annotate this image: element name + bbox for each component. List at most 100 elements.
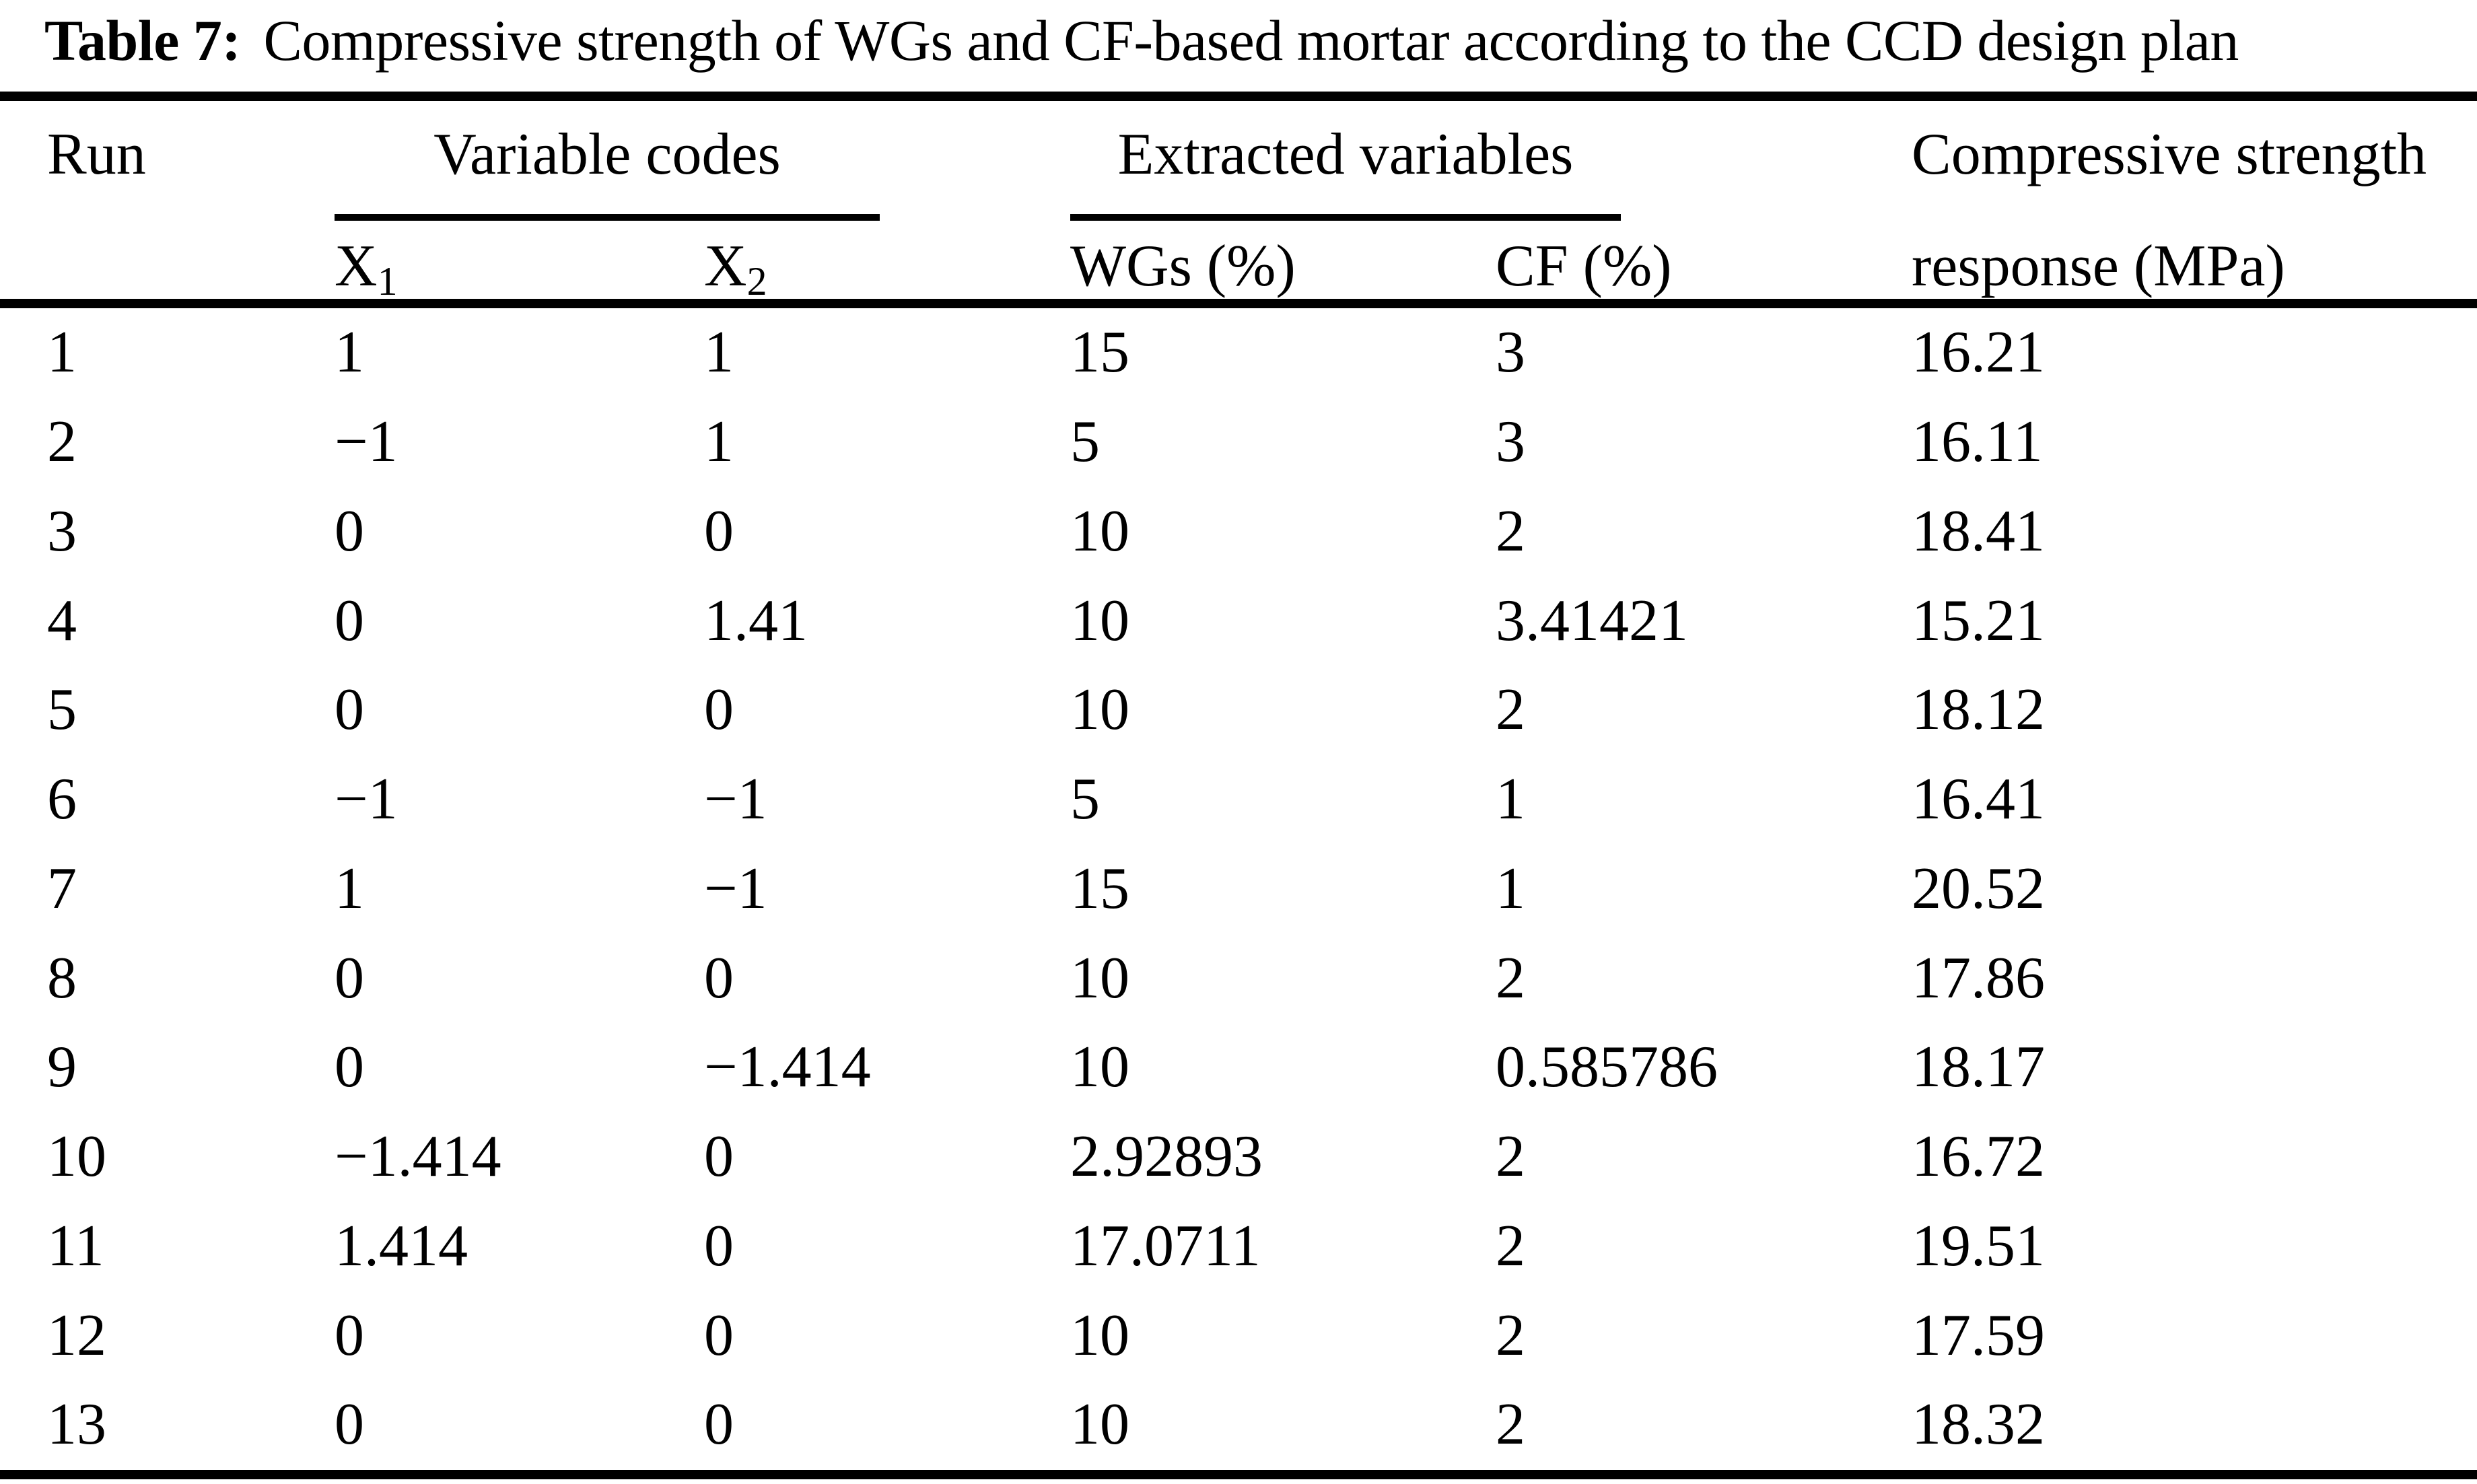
wgs-value: 5 (1070, 767, 1100, 833)
run-value: 2 (47, 409, 77, 475)
table-row: 9 0 −1.414 10 0.585786 18.17 (0, 1023, 2477, 1112)
run-value: 4 (47, 588, 77, 653)
response-value: 17.86 (1912, 945, 2045, 1011)
response-value: 16.11 (1912, 409, 2043, 475)
wgs-value: 15 (1070, 320, 1129, 386)
x2-value: 0 (704, 1392, 734, 1458)
column-header-compressive-strength-line2: response (MPa) (1912, 234, 2285, 299)
x1-value: 0 (335, 1034, 364, 1100)
run-value: 13 (47, 1392, 106, 1458)
wgs-value: 10 (1070, 945, 1129, 1011)
run-value: 12 (47, 1302, 106, 1368)
cf-value: 2 (1496, 498, 1525, 564)
column-header-x1: X1 (335, 237, 397, 302)
x2-value: 0 (704, 1302, 734, 1368)
x2-value: 1 (704, 320, 734, 386)
table-top-rule (0, 92, 2477, 101)
column-header-compressive-strength-line1: Compressive strength (1912, 122, 2427, 187)
response-value: 17.59 (1912, 1302, 2045, 1368)
cf-value: 0.585786 (1496, 1034, 1718, 1100)
response-value: 18.12 (1912, 677, 2045, 743)
cf-value: 2 (1496, 1124, 1525, 1190)
response-value: 15.21 (1912, 588, 2045, 653)
x1-value: 1.414 (335, 1213, 468, 1279)
response-value: 18.32 (1912, 1392, 2045, 1458)
cf-value: 2 (1496, 677, 1525, 743)
x1-value: 1 (335, 320, 364, 386)
run-value: 9 (47, 1034, 77, 1100)
table-row: 7 1 −1 15 1 20.52 (0, 845, 2477, 934)
table-row: 10 −1.414 0 2.92893 2 16.72 (0, 1112, 2477, 1202)
column-header-x2: X2 (704, 234, 767, 302)
table-body: 1 1 1 15 3 16.21 2 −1 1 5 3 16.11 3 0 0 … (0, 308, 2477, 1470)
x2-value: −1 (704, 855, 767, 921)
table-row: 3 0 0 10 2 18.41 (0, 487, 2477, 577)
cf-value: 2 (1496, 1302, 1525, 1368)
column-group-header-extracted-variables: Extracted variables (1117, 122, 1574, 187)
x1-subscript: 1 (377, 259, 398, 304)
header-body-separator-rule (0, 299, 2477, 308)
table-caption: Table 7: Compressive strength of WGs and … (44, 7, 2239, 74)
cf-value: 2 (1496, 1213, 1525, 1279)
table-caption-text: Compressive strength of WGs and CF-based… (263, 8, 2239, 73)
table-row: 4 0 1.41 10 3.41421 15.21 (0, 576, 2477, 666)
cf-value: 3 (1496, 320, 1525, 386)
run-value: 11 (47, 1213, 104, 1279)
wgs-value: 2.92893 (1070, 1124, 1263, 1190)
run-value: 6 (47, 767, 77, 833)
wgs-value: 10 (1070, 588, 1129, 653)
wgs-value: 17.0711 (1070, 1213, 1261, 1279)
response-value: 18.17 (1912, 1034, 2045, 1100)
x1-value: 0 (335, 1302, 364, 1368)
x2-value: 0 (704, 677, 734, 743)
x2-base: X (704, 234, 747, 299)
wgs-value: 10 (1070, 1392, 1129, 1458)
run-value: 3 (47, 498, 77, 564)
table-row: 8 0 0 10 2 17.86 (0, 933, 2477, 1023)
x1-value: 0 (335, 498, 364, 564)
x2-value: 0 (704, 498, 734, 564)
table-caption-label: Table 7: (44, 8, 241, 73)
wgs-value: 10 (1070, 677, 1129, 743)
extracted-variables-underline (1070, 214, 1621, 221)
response-value: 16.21 (1912, 320, 2045, 386)
x2-value: 1 (704, 409, 734, 475)
x2-value: 0 (704, 1213, 734, 1279)
x1-value: −1 (335, 409, 398, 475)
table-row: 1 1 1 15 3 16.21 (0, 308, 2477, 398)
run-value: 5 (47, 677, 77, 743)
column-header-run: Run (47, 122, 146, 187)
table-bottom-rule (0, 1470, 2477, 1479)
wgs-value: 15 (1070, 855, 1129, 921)
cf-value: 3.41421 (1496, 588, 1688, 653)
x2-value: 1.41 (704, 588, 808, 653)
table-row: 13 0 0 10 2 18.32 (0, 1380, 2477, 1470)
column-group-header-variable-codes: Variable codes (433, 122, 781, 187)
wgs-value: 10 (1070, 498, 1129, 564)
response-value: 19.51 (1912, 1213, 2045, 1279)
cf-value: 2 (1496, 945, 1525, 1011)
response-value: 16.41 (1912, 767, 2045, 833)
table-row: 2 −1 1 5 3 16.11 (0, 398, 2477, 487)
x2-value: 0 (704, 945, 734, 1011)
x1-value: 0 (335, 677, 364, 743)
x2-subscript: 2 (746, 259, 767, 304)
run-value: 7 (47, 855, 77, 921)
run-value: 1 (47, 320, 77, 386)
x1-value: 0 (335, 1392, 364, 1458)
column-header-cf-percent: CF (%) (1496, 234, 1672, 299)
run-value: 8 (47, 945, 77, 1011)
x2-value: 0 (704, 1124, 734, 1190)
table-row: 5 0 0 10 2 18.12 (0, 666, 2477, 755)
x2-value: −1.414 (704, 1034, 871, 1100)
table-row: 12 0 0 10 2 17.59 (0, 1291, 2477, 1380)
run-value: 10 (47, 1124, 106, 1190)
column-header-wgs-percent: WGs (%) (1070, 234, 1296, 299)
cf-value: 1 (1496, 767, 1525, 833)
cf-value: 2 (1496, 1392, 1525, 1458)
wgs-value: 10 (1070, 1034, 1129, 1100)
x1-value: −1 (335, 767, 398, 833)
table-row: 6 −1 −1 5 1 16.41 (0, 755, 2477, 845)
x1-value: 1 (335, 855, 364, 921)
